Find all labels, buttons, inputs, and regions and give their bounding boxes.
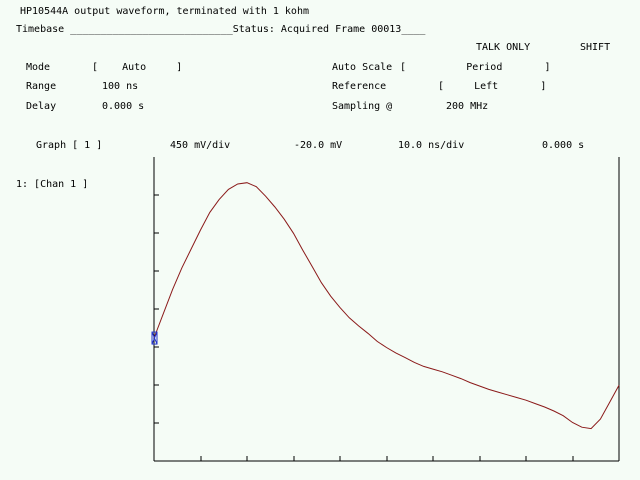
trigger-marker-box <box>151 331 158 345</box>
talk-only-softkey[interactable]: TALK ONLY <box>476 42 531 53</box>
trigger-marker-icon <box>151 331 158 345</box>
auto-scale-label: Auto Scale <box>332 62 393 73</box>
shift-softkey[interactable]: SHIFT <box>580 42 611 53</box>
sampling-value: 200 MHz <box>446 101 489 112</box>
reference-label: Reference <box>332 81 387 92</box>
channel-label: 1: [Chan 1 ] <box>16 179 89 190</box>
volts-per-div[interactable]: 450 mV/div <box>170 140 231 151</box>
timebase-status-line: Timebase ___________________________Stat… <box>16 24 426 35</box>
reference-selector[interactable]: [ Left ] <box>438 81 547 92</box>
auto-scale-selector[interactable]: [ Period ] <box>400 62 551 73</box>
graph-grid <box>153 157 620 462</box>
range-value[interactable]: 100 ns <box>102 81 139 92</box>
time-per-div[interactable]: 10.0 ns/div <box>398 140 465 151</box>
trigger-marker-cross <box>151 331 158 345</box>
graph-delay-value[interactable]: 0.000 s <box>542 140 585 151</box>
waveform-trace <box>153 182 620 430</box>
sampling-label: Sampling @ <box>332 101 393 112</box>
delay-value[interactable]: 0.000 s <box>102 101 145 112</box>
mode-selector[interactable]: [ Auto ] <box>92 62 183 73</box>
mode-label: Mode <box>26 62 51 73</box>
delay-label: Delay <box>26 101 57 112</box>
offset-value[interactable]: -20.0 mV <box>294 140 343 151</box>
range-label: Range <box>26 81 57 92</box>
graph-selector[interactable]: Graph [ 1 ] <box>36 140 103 151</box>
window-title: HP10544A output waveform, terminated wit… <box>20 6 309 17</box>
